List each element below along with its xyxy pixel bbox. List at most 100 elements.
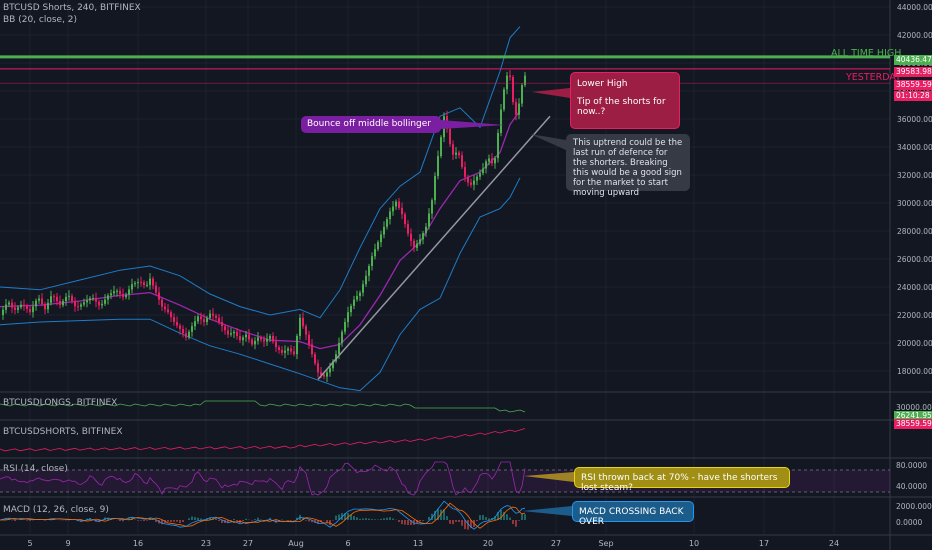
- candle-body: [470, 182, 472, 185]
- candle-body: [398, 201, 400, 208]
- x-tick-label: 16: [133, 539, 143, 548]
- candle-body: [122, 294, 124, 298]
- annotation-rsi[interactable]: RSI thrown back at 70% - have the shorte…: [574, 467, 790, 493]
- candle-body: [167, 309, 169, 313]
- x-tick-label: 10: [689, 539, 699, 548]
- annotation-lower-high[interactable]: Lower High Tip of the shorts for now..?: [570, 72, 680, 129]
- candle-body: [395, 201, 397, 207]
- candle-body: [404, 214, 406, 224]
- candle-body: [203, 319, 205, 322]
- candle-body: [179, 325, 181, 329]
- candle-body: [350, 305, 352, 313]
- annotation-uptrend[interactable]: This uptrend could be the last run of de…: [566, 134, 690, 198]
- candle-body: [467, 176, 469, 183]
- candle-body: [5, 304, 7, 310]
- candle-body: [32, 306, 34, 313]
- candle-body: [476, 176, 478, 181]
- rsi-pane-label: RSI (14, close): [3, 464, 68, 474]
- candle-body: [371, 256, 373, 266]
- rsi-pointer: [524, 472, 574, 482]
- candle-body: [128, 289, 130, 295]
- candle-body: [326, 372, 328, 377]
- candle-body: [515, 102, 517, 115]
- candle-body: [158, 292, 160, 300]
- countdown-box: 01:10:28: [894, 91, 932, 101]
- candle-body: [296, 336, 298, 355]
- candle-body: [275, 341, 277, 348]
- y-tick-label: 24000.0000: [897, 283, 932, 292]
- x-tick-label: 27: [243, 539, 253, 548]
- candle-body: [107, 295, 109, 300]
- candle-body: [380, 234, 382, 243]
- candle-body: [497, 133, 499, 159]
- lower-high-line-1: Lower High: [577, 79, 628, 89]
- candle-body: [461, 155, 463, 168]
- candle-body: [356, 296, 358, 300]
- lower-high-line-2: Tip of the shorts for now..?: [577, 97, 666, 117]
- candle-body: [98, 301, 100, 306]
- candle-body: [191, 326, 193, 332]
- current-price-box: 38559.5947: [894, 80, 932, 90]
- rsi-tick-80: 80.0000: [894, 461, 930, 471]
- candle-body: [188, 331, 190, 338]
- candle-body: [305, 326, 307, 335]
- candle-body: [92, 298, 94, 300]
- candle-body: [269, 336, 271, 339]
- candle-body: [311, 344, 313, 355]
- candle-body: [524, 75, 526, 86]
- candle-body: [425, 226, 427, 234]
- candle-body: [491, 158, 493, 164]
- y-tick-label: 20000.0000: [897, 339, 932, 348]
- candle-body: [281, 350, 283, 353]
- candle-body: [125, 294, 127, 298]
- candle-body: [494, 158, 496, 164]
- candle-body: [35, 300, 37, 307]
- candle-body: [317, 363, 319, 373]
- candle-body: [266, 338, 268, 342]
- candle-body: [41, 298, 43, 304]
- x-tick-label: Aug: [288, 539, 304, 548]
- candle-body: [152, 278, 154, 286]
- candle-body: [314, 354, 316, 364]
- x-tick-label: 20: [483, 539, 493, 548]
- candle-body: [194, 321, 196, 327]
- annotation-macd[interactable]: MACD CROSSING BACK OVER: [572, 501, 694, 527]
- candle-body: [14, 307, 16, 310]
- candle-body: [308, 334, 310, 345]
- candle-body: [416, 243, 418, 248]
- candle-body: [221, 322, 223, 327]
- candle-body: [401, 207, 403, 215]
- candle-body: [20, 304, 22, 308]
- candle-body: [23, 304, 25, 306]
- y-tick-label: 34000.0000: [897, 143, 932, 152]
- candle-body: [155, 285, 157, 293]
- candle-body: [383, 226, 385, 235]
- x-tick-label: 24: [829, 539, 839, 548]
- yesterday-level-label: YESTERDAY: [846, 72, 901, 83]
- candle-body: [8, 302, 10, 305]
- candle-body: [422, 233, 424, 240]
- candle-body: [248, 334, 250, 340]
- candle-body: [449, 128, 451, 145]
- longs-pane-label: BTCUSDLONGS, BITFINEX: [3, 398, 118, 408]
- candle-body: [59, 301, 61, 306]
- candle-body: [74, 301, 76, 307]
- candle-body: [338, 343, 340, 355]
- candle-body: [341, 331, 343, 343]
- shorts-line: [0, 428, 526, 452]
- annotation-bounce[interactable]: Bounce off middle bollinger: [301, 116, 441, 133]
- candle-body: [182, 329, 184, 334]
- x-tick-label: 6: [345, 539, 350, 548]
- candle-body: [113, 291, 115, 294]
- candle-body: [419, 239, 421, 244]
- candle-body: [455, 152, 457, 155]
- candle-body: [170, 312, 172, 318]
- macd-tick-0: 0.0000: [894, 518, 925, 528]
- yesterday-price-box: 39583.9813: [894, 67, 932, 77]
- candle-body: [368, 266, 370, 276]
- bb-indicator-label: BB (20, close, 2): [3, 15, 78, 25]
- x-tick-label: Sep: [598, 539, 613, 548]
- candle-body: [62, 301, 64, 306]
